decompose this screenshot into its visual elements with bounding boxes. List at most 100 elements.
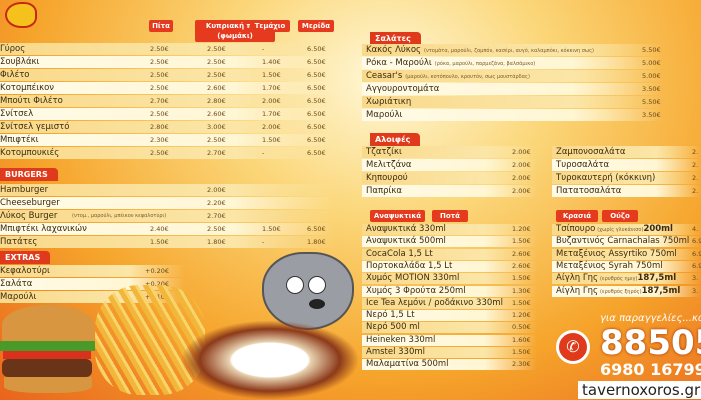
item-price: 2.00€ <box>512 161 531 169</box>
item-price: 2.60€ <box>512 249 531 258</box>
tab-ouzo[interactable]: Ούζο <box>602 210 638 222</box>
item-name: Τζατζίκι <box>366 147 402 157</box>
menu-row: Αγγουροντομάτα 3.50€ <box>362 83 662 95</box>
menu-row: Χωριάτικη 5.50€ <box>362 96 662 108</box>
item-name: Γύρος <box>0 44 26 54</box>
item-price: 6.50€ <box>307 110 326 118</box>
menu-row: Hamburger 2.00€ <box>0 184 335 196</box>
item-price: 6.9 <box>692 237 701 246</box>
item-name: Αίγλη Γης <box>556 285 598 296</box>
menu-row: Παπρίκα 2.00€ <box>362 185 537 197</box>
menu-row: Amstel 330ml 1.50€ <box>362 347 537 358</box>
item-name: Σνίτσελ γεμιστό <box>0 122 70 132</box>
item-name: Τσίπουρο <box>556 224 596 234</box>
phone-main[interactable]: 88505 <box>600 323 701 363</box>
item-price: 6.50€ <box>307 45 326 53</box>
item-price: 2.00€ <box>207 186 226 194</box>
item-name: Hamburger <box>0 185 49 195</box>
item-price: 2.50€ <box>150 149 169 157</box>
menu-row: Τυροσαλάτα 2. <box>552 159 701 171</box>
column-header: Πίτα <box>149 20 173 32</box>
item-price: 1.50€ <box>512 298 531 307</box>
menu-row: Αίγλη Γης (ερυθρός ημιγ)187,5ml 3. <box>552 273 701 285</box>
food-plate-image <box>180 320 360 400</box>
menu-row: Τυροκαυτερή (κόκκινη) 2. <box>552 172 701 184</box>
item-name: Amstel 330ml <box>366 347 426 357</box>
menu-row: Μπιφτέκι λαχανικών 2.40€ 2.50€ 1.50€ 6.50€ <box>0 223 335 235</box>
item-price: 6.50€ <box>307 71 326 79</box>
item-price: 1.50€ <box>150 238 169 246</box>
item-price: 5.50€ <box>642 46 661 54</box>
item-volume: 187,5ml <box>641 285 681 296</box>
menu-row: Μαρούλι 3.50€ <box>362 109 662 121</box>
item-price: 3.50€ <box>642 111 661 119</box>
item-note: (ερυθρός ξηρός) <box>599 288 642 295</box>
menu-row: Χυμός MOTION 330ml 1.50€ <box>362 273 537 285</box>
menu-row: Αναψυκτικά 500ml 1.50€ <box>362 236 537 248</box>
menu-row: CocaCola 1,5 Lt 2.60€ <box>362 248 537 260</box>
item-price: 2.70€ <box>150 97 169 105</box>
tab-soft-drinks[interactable]: Αναψυκτικά <box>370 210 425 222</box>
rooster-logo <box>5 2 37 28</box>
tab-wines[interactable]: Κρασιά <box>556 210 598 222</box>
item-name: Τυροσαλάτα <box>556 160 610 170</box>
item-price: 4. <box>692 225 699 233</box>
menu-row: Αναψυκτικά 330ml 1.20€ <box>362 224 537 235</box>
burger-image <box>0 305 95 395</box>
menu-row: Τζατζίκι 2.00€ <box>362 146 537 158</box>
item-note: (ντομ., μαρούλι, μπέικον κεφαλοτύρι) <box>72 213 167 219</box>
item-name: Μαλαματίνα 500ml <box>366 359 449 370</box>
item-price: 2.00€ <box>512 187 531 195</box>
item-price: 2.80€ <box>207 97 226 105</box>
item-price: 6.50€ <box>307 123 326 131</box>
item-price: 2. <box>692 174 699 182</box>
item-name: Heineken 330ml <box>366 334 436 345</box>
item-price: 2.30€ <box>150 136 169 144</box>
item-name: Αναψυκτικά 330ml <box>366 224 446 234</box>
phone-mobile[interactable]: 6980 16799 <box>600 360 701 379</box>
menu-row: Πορτοκαλάδα 1,5 Lt 2.60€ <box>362 260 537 272</box>
item-price: 1.60€ <box>512 335 531 344</box>
menu-row: Κοτομπουκιές 2.50€ 2.70€ - 6.50€ <box>0 147 335 159</box>
item-name: Νερό 1,5 Lt <box>366 310 415 321</box>
item-name: CocaCola 1,5 Lt <box>366 248 433 259</box>
menu-row: Μπιφτέκι 2.30€ 2.50€ 1.50€ 6.50€ <box>0 134 335 146</box>
menu-row: Heineken 330ml 1.60€ <box>362 334 537 346</box>
item-name: Κηπουρού <box>366 173 408 183</box>
menu-row: Μεταξένιος Assyrtiko 750ml 6.9 <box>552 248 701 260</box>
item-price: 2. <box>692 161 699 169</box>
website-link[interactable]: tavernoxoros.gr <box>578 381 701 399</box>
item-price: 5.00€ <box>642 72 661 80</box>
item-name: Σνίτσελ <box>0 109 34 119</box>
item-price: 2.00€ <box>512 174 531 182</box>
section-dips: Αλοιφές <box>370 133 421 146</box>
menu-row: Τσίπουρο (χωρίς γλυκάνισο)200ml 4. <box>552 224 701 235</box>
menu-row: Μεταξένιος Syrah 750ml 6.9 <box>552 260 701 272</box>
menu-row: Σνίτσελ 2.50€ 2.60€ 1.70€ 6.50€ <box>0 108 335 120</box>
item-name: Κακός Λύκος <box>366 45 422 55</box>
item-price: 3. <box>692 274 699 283</box>
menu-row: Πατατοσαλάτα 2. <box>552 185 701 197</box>
item-price: 6.50€ <box>307 84 326 92</box>
item-price: 2.50€ <box>207 45 226 53</box>
item-price: 2.40€ <box>150 225 169 233</box>
item-name: Μεταξένιος Syrah 750ml <box>556 260 663 271</box>
item-price: 2.50€ <box>207 58 226 66</box>
item-price: 6.50€ <box>307 149 326 157</box>
item-price: 2.60€ <box>207 84 226 92</box>
item-price: 2.70€ <box>207 212 226 220</box>
phone-icon: ✆ <box>556 330 590 364</box>
wolf-mascot <box>262 252 354 330</box>
item-price: 1.30€ <box>512 286 531 295</box>
item-price: 1.80€ <box>307 238 326 246</box>
item-price: 6.50€ <box>307 136 326 144</box>
item-price: 1.50€ <box>512 237 531 246</box>
item-price: 2.50€ <box>150 58 169 66</box>
item-price: 1.50€ <box>512 274 531 283</box>
column-header: Τεμάχιο <box>250 20 290 32</box>
item-price: 2.50€ <box>150 45 169 53</box>
item-name: Αγγουροντομάτα <box>366 84 440 94</box>
menu-row: Αίγλη Γης (ερυθρός ξηρός)187,5ml 3. <box>552 285 701 297</box>
item-price: - <box>262 45 265 53</box>
tab-spirits[interactable]: Ποτά <box>432 210 468 222</box>
